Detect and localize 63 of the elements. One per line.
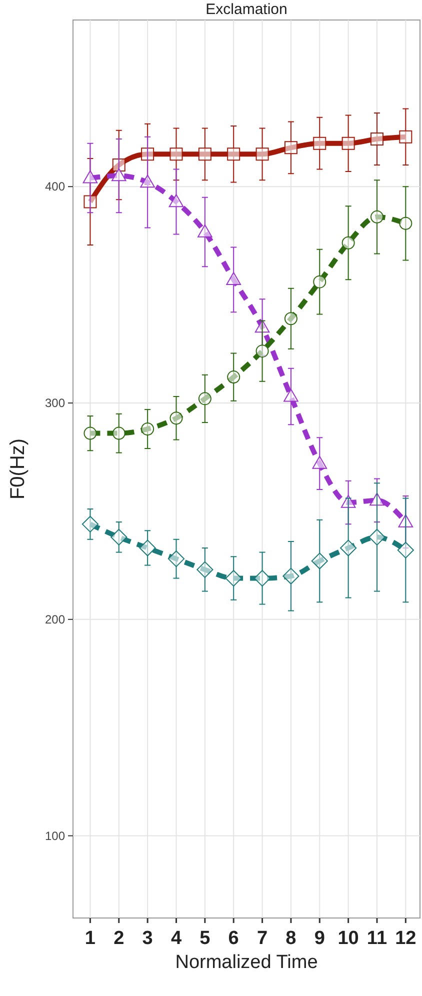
x-tick-label: 8 <box>286 928 296 949</box>
point <box>284 388 298 402</box>
x-tick-label: 10 <box>338 928 359 949</box>
x-tick-label: 1 <box>84 928 96 949</box>
point <box>140 174 155 188</box>
point <box>313 136 326 150</box>
point <box>112 158 126 172</box>
point <box>84 426 97 440</box>
point <box>198 224 212 238</box>
point <box>168 550 185 568</box>
y-axis-title: F0(Hz) <box>7 438 29 500</box>
point <box>340 540 357 556</box>
y-tick-label: 300 <box>44 396 66 410</box>
point <box>198 148 212 161</box>
point <box>168 194 184 208</box>
point <box>256 344 269 358</box>
point <box>399 216 412 230</box>
point <box>311 552 328 570</box>
x-tick-label: 7 <box>256 928 268 949</box>
point <box>227 148 240 161</box>
point <box>82 170 98 184</box>
point <box>82 516 99 532</box>
point <box>226 272 241 285</box>
point <box>227 370 240 384</box>
point <box>196 561 214 578</box>
point <box>399 130 412 144</box>
point <box>141 148 154 161</box>
x-tick-label: 11 <box>366 928 388 949</box>
point <box>110 528 128 546</box>
point <box>342 236 355 250</box>
point <box>170 148 183 161</box>
y-tick-label: 400 <box>44 180 66 194</box>
point <box>112 426 126 440</box>
point <box>370 132 384 146</box>
point <box>342 136 355 150</box>
point <box>111 168 126 182</box>
x-tick-label: 2 <box>114 928 124 949</box>
x-tick-label: 5 <box>200 928 211 949</box>
x-tick-label: 6 <box>228 928 239 949</box>
point <box>284 141 298 154</box>
y-tick-label: 200 <box>44 612 66 626</box>
chart-title: Exclamation <box>206 1 288 18</box>
point <box>282 568 300 584</box>
point <box>368 528 386 546</box>
point <box>139 540 156 556</box>
point <box>284 312 298 326</box>
point <box>256 148 269 161</box>
point <box>170 412 183 425</box>
point <box>84 195 97 208</box>
y-tick-label: 100 <box>44 828 66 843</box>
x-tick-label: 4 <box>170 928 182 949</box>
x-tick-label: 3 <box>142 928 153 949</box>
point <box>370 210 384 224</box>
x-tick-label: 12 <box>395 928 416 949</box>
point <box>312 456 328 469</box>
point <box>198 392 212 406</box>
x-axis-title: Normalized Time <box>175 952 318 973</box>
x-tick-label: 9 <box>314 928 325 949</box>
point <box>141 422 154 436</box>
point <box>254 570 271 587</box>
point <box>313 275 326 288</box>
point <box>397 542 414 558</box>
point <box>225 570 242 587</box>
